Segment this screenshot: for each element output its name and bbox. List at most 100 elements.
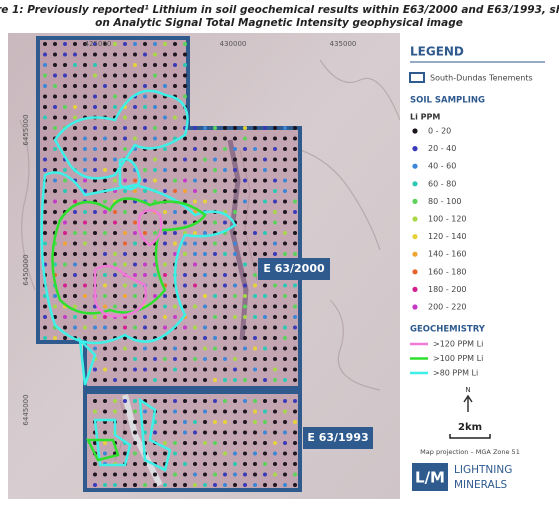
sample-point (173, 115, 177, 120)
sample-point (93, 84, 97, 88)
sample-point (133, 220, 137, 225)
sample-point (53, 126, 57, 130)
sample-point (113, 378, 117, 382)
sample-point (133, 357, 137, 361)
sample-point (53, 304, 57, 309)
sample-point (213, 126, 217, 130)
sample-point (263, 357, 267, 361)
sample-point (293, 378, 297, 382)
sample-point (173, 409, 177, 414)
sample-point (53, 63, 57, 67)
legend-dot (412, 146, 418, 152)
sample-point (93, 252, 97, 256)
sample-point (213, 346, 217, 351)
sample-point (123, 73, 127, 78)
sample-point (293, 367, 297, 372)
sample-point (173, 178, 177, 183)
sample-point (113, 63, 117, 67)
legend-label: 80 - 100 (428, 197, 461, 206)
sample-point (163, 483, 167, 487)
sample-point (293, 315, 297, 319)
sample-point (273, 189, 277, 193)
sample-point (293, 126, 297, 130)
sample-point (153, 294, 157, 298)
sample-point (263, 136, 267, 141)
sample-point (163, 84, 167, 88)
sample-point (133, 430, 137, 435)
sample-point (213, 220, 217, 225)
sample-point (263, 199, 267, 204)
sample-point (73, 73, 77, 78)
sample-point (103, 304, 107, 309)
sample-point (263, 157, 267, 162)
sample-point (103, 147, 107, 151)
sample-point (153, 126, 157, 130)
sample-point (123, 231, 127, 235)
sample-point (243, 409, 247, 414)
tenement-e63-1993 (83, 390, 302, 492)
sample-point (163, 189, 167, 193)
sample-point (143, 357, 147, 361)
sample-point (233, 357, 237, 361)
legend-label: >100 PPM Li (433, 354, 483, 363)
sample-point (193, 315, 197, 319)
sample-point (243, 378, 247, 382)
sample-point (203, 189, 207, 193)
sample-point (243, 199, 247, 204)
sample-point (133, 105, 137, 109)
sample-point (73, 283, 77, 288)
sample-point (283, 325, 287, 330)
sample-point (123, 115, 127, 120)
sample-point (183, 189, 187, 193)
sample-point (213, 273, 217, 277)
legend-label: >80 PPM Li (433, 369, 478, 378)
sample-point (203, 420, 207, 424)
sample-point (123, 357, 127, 361)
sample-point (103, 126, 107, 130)
sample-point (253, 441, 257, 445)
sample-point (173, 304, 177, 309)
sample-point (143, 94, 147, 99)
sample-point (153, 283, 157, 288)
sample-point (73, 304, 77, 309)
sample-point (243, 441, 247, 445)
legend-panel (400, 33, 555, 499)
sample-point (173, 399, 177, 403)
sample-point (253, 157, 257, 162)
sample-point (143, 115, 147, 120)
sample-point (273, 483, 277, 487)
sample-point (283, 483, 287, 487)
sample-point (113, 52, 117, 57)
sample-point (73, 199, 77, 204)
sample-point (93, 483, 97, 487)
sample-point (193, 241, 197, 246)
sample-point (223, 346, 227, 351)
sample-point (133, 346, 137, 351)
sample-point (143, 231, 147, 235)
sample-point (263, 441, 267, 445)
sample-point (173, 252, 177, 256)
sample-point (93, 315, 97, 319)
sample-point (113, 136, 117, 141)
sample-point (203, 357, 207, 361)
sample-point (183, 462, 187, 466)
sample-point (73, 241, 77, 246)
sample-point (283, 126, 287, 130)
sample-point (173, 189, 177, 193)
sample-point (143, 336, 147, 340)
sample-point (253, 241, 257, 246)
sample-point (243, 399, 247, 403)
sample-point (293, 451, 297, 456)
sample-point (103, 199, 107, 204)
sample-point (103, 336, 107, 340)
sample-point (133, 126, 137, 130)
sample-point (93, 210, 97, 214)
sample-point (143, 84, 147, 88)
sample-point (233, 199, 237, 204)
sample-point (263, 252, 267, 256)
easting-label: 425000 (85, 40, 112, 48)
sample-point (173, 336, 177, 340)
sample-point (123, 262, 127, 267)
sample-point (233, 441, 237, 445)
sample-point (103, 367, 107, 372)
